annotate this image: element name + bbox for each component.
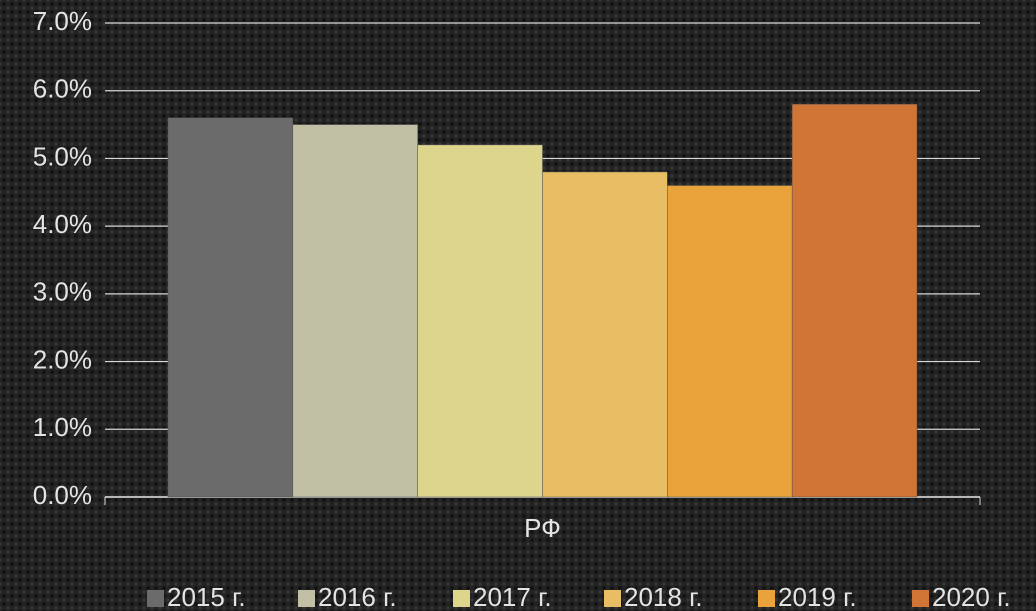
legend-label: 2016 г. <box>318 582 397 611</box>
legend-label: 2015 г. <box>167 582 246 611</box>
bar <box>292 124 418 498</box>
legend-swatch <box>912 590 929 607</box>
legend-label: 2019 г. <box>778 582 857 611</box>
legend-label: 2020 г. <box>932 582 1011 611</box>
y-tick-label: 4.0% <box>33 209 92 239</box>
bar <box>667 185 793 498</box>
legend-swatch <box>604 590 621 607</box>
legend-swatch <box>453 590 470 607</box>
legend-swatch <box>758 590 775 607</box>
y-tick-label: 7.0% <box>33 6 92 36</box>
y-tick-label: 0.0% <box>33 480 92 510</box>
y-tick-label: 2.0% <box>33 344 92 374</box>
x-tick-label: РФ <box>524 513 561 543</box>
y-tick-label: 5.0% <box>33 141 92 171</box>
y-tick-label: 1.0% <box>33 412 92 442</box>
legend-label: 2017 г. <box>473 582 552 611</box>
bar <box>167 117 294 498</box>
bar <box>542 171 668 498</box>
y-tick-label: 3.0% <box>33 277 92 307</box>
legend-swatch <box>147 590 164 607</box>
legend-label: 2018 г. <box>624 582 703 611</box>
y-tick-label: 6.0% <box>33 74 92 104</box>
bar <box>417 144 543 498</box>
bar <box>791 104 918 498</box>
legend-swatch <box>298 590 315 607</box>
